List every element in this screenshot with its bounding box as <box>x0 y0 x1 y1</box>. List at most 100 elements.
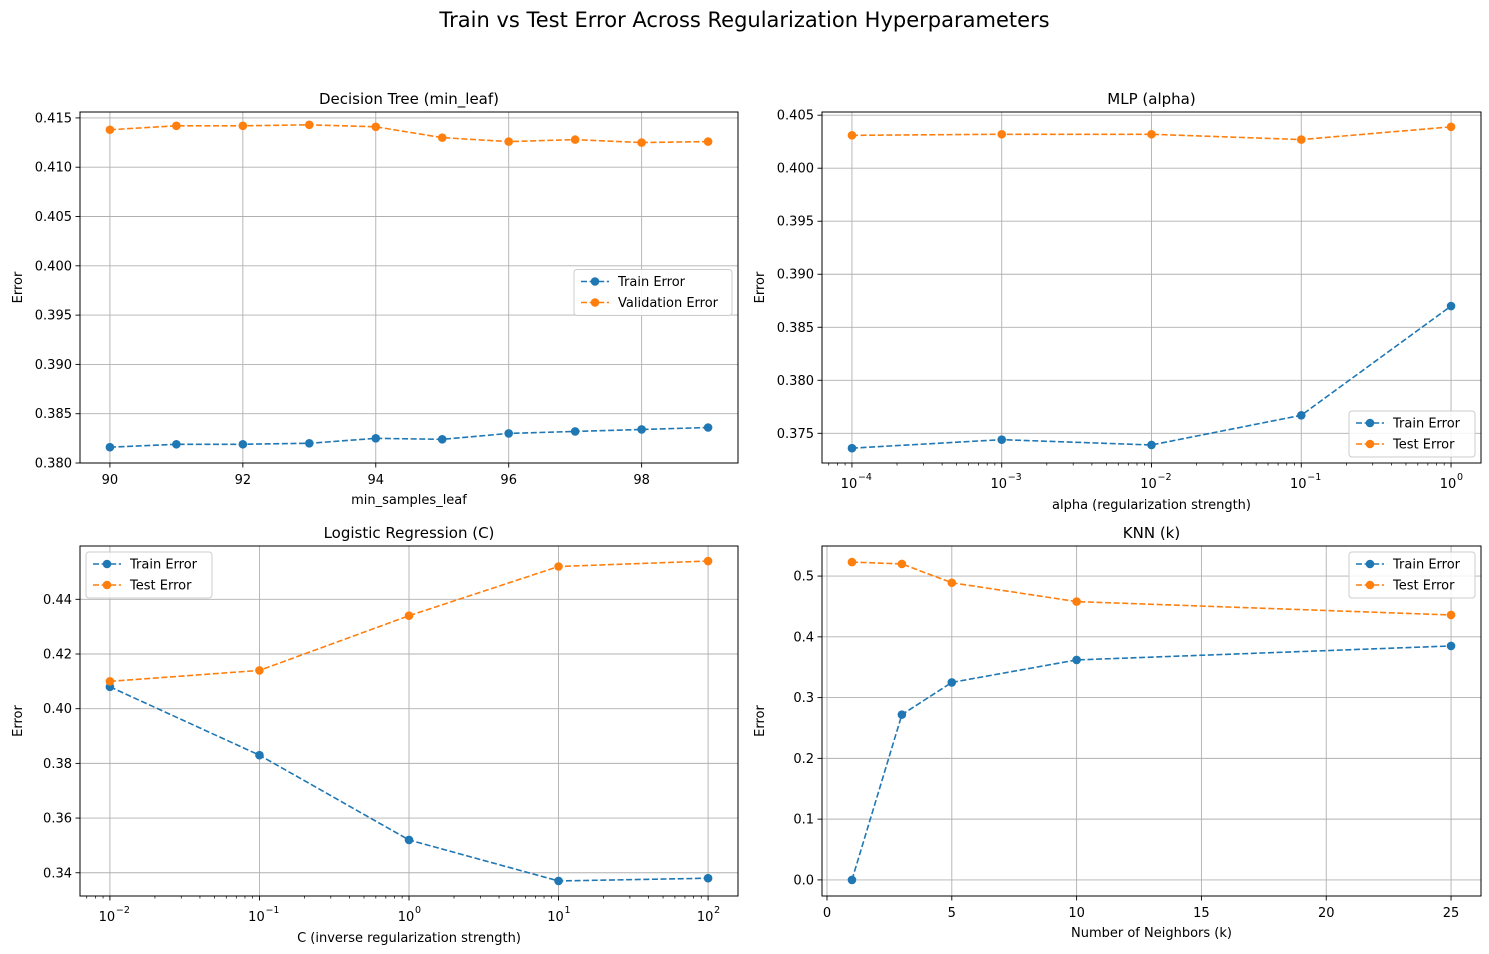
data-point <box>305 120 314 130</box>
legend-label: Train Error <box>129 558 198 573</box>
legend-label: Train Error <box>617 275 686 290</box>
x-tick-label: 10 <box>1290 477 1307 492</box>
data-point <box>554 876 563 886</box>
axes-frame <box>821 111 1482 464</box>
data-point <box>637 425 646 434</box>
data-point <box>847 443 857 453</box>
x-tick-label: 10 <box>841 477 858 492</box>
y-tick-label: 0.2 <box>793 752 814 767</box>
y-axis-label: Error <box>753 705 768 737</box>
x-tick-label: 96 <box>500 473 517 488</box>
data-point <box>504 429 513 438</box>
x-tick-label: 25 <box>1443 906 1460 921</box>
legend-label: Test Error <box>1392 438 1455 453</box>
x-tick-label-exponent: 0 <box>1457 472 1463 483</box>
data-point <box>1446 641 1456 651</box>
y-tick-label: 0.400 <box>777 162 814 177</box>
x-tick-label: 0 <box>823 906 831 921</box>
data-point <box>255 750 264 760</box>
data-point <box>897 559 907 569</box>
x-axis-label: min_samples_leaf <box>351 493 467 508</box>
x-tick-label: 94 <box>367 473 384 488</box>
data-point <box>897 710 907 719</box>
data-point <box>305 438 314 448</box>
data-point <box>703 556 713 566</box>
x-tick-label-exponent: 1 <box>565 905 571 916</box>
data-point <box>847 557 857 567</box>
data-point <box>554 562 563 571</box>
x-tick-label: 10 <box>248 910 265 925</box>
data-point <box>1446 301 1456 311</box>
legend: Train Error Validation Error <box>573 269 733 316</box>
data-point <box>1072 597 1081 606</box>
y-tick-label: 0.415 <box>35 111 72 126</box>
data-point <box>1147 129 1156 139</box>
axes-frame <box>821 545 1482 897</box>
x-tick-label-exponent: −4 <box>858 472 872 483</box>
legend: Train Error Test Error <box>1348 551 1476 599</box>
data-point <box>255 666 264 675</box>
legend-label: Train Error <box>1392 417 1461 432</box>
x-tick-label: 90 <box>102 473 119 488</box>
figure-title: Train vs Test Error Across Regularizatio… <box>439 8 1050 32</box>
x-tick-label: 10 <box>990 477 1007 492</box>
series-line-2 <box>851 126 1452 141</box>
data-point <box>105 677 115 686</box>
x-tick-label: 98 <box>633 473 650 488</box>
y-tick-label: 0.5 <box>793 570 814 585</box>
x-tick-label: 10 <box>1068 906 1085 921</box>
data-point <box>847 875 857 885</box>
data-point <box>105 442 115 452</box>
series-line-2 <box>109 124 709 144</box>
axes-frame <box>79 111 739 464</box>
data-point <box>1296 410 1306 420</box>
data-point <box>703 137 713 146</box>
legend-marker <box>1365 580 1375 590</box>
y-tick-label: 0.1 <box>793 813 814 828</box>
data-point <box>238 121 248 131</box>
x-tick-label: 5 <box>948 906 956 921</box>
legend-marker <box>590 298 600 307</box>
data-point <box>1446 610 1456 620</box>
data-point <box>105 125 115 135</box>
x-tick-label-exponent: −1 <box>1307 472 1321 483</box>
y-tick-label: 0.405 <box>777 109 814 124</box>
series-line-1 <box>851 305 1452 449</box>
legend: Train Error Test Error <box>85 551 213 599</box>
data-point <box>1072 655 1081 665</box>
y-tick-label: 0.3 <box>793 691 814 706</box>
x-tick-label: 10 <box>1440 477 1457 492</box>
legend-box <box>1348 551 1476 599</box>
data-point <box>570 135 580 144</box>
data-point <box>437 435 447 444</box>
data-point <box>371 122 381 132</box>
x-tick-label-exponent: −3 <box>1008 472 1022 483</box>
data-point <box>570 427 580 436</box>
x-axis-label: Number of Neighbors (k) <box>1071 926 1232 941</box>
x-tick-label: 10 <box>697 910 714 925</box>
legend-marker <box>1365 418 1375 428</box>
y-axis-label: Error <box>11 705 26 737</box>
x-tick-label-exponent: −2 <box>116 905 130 916</box>
chart-panel-1: 90 92 94 96 98 0.380 0.385 0.390 0.395 0.400 0.405… <box>11 90 739 508</box>
subplot-title: MLP (alpha) <box>1107 90 1195 108</box>
legend-label: Test Error <box>129 579 192 594</box>
data-point <box>997 129 1007 139</box>
data-point <box>1446 122 1456 132</box>
y-tick-label: 0.390 <box>35 358 72 373</box>
y-tick-label: 0.44 <box>43 593 72 608</box>
subplot-title: Decision Tree (min_leaf) <box>319 90 499 109</box>
y-tick-label: 0.38 <box>43 757 72 772</box>
x-axis-label: C (inverse regularization strength) <box>297 931 521 946</box>
chart-panel-2: 10 −4 10 −3 10 −2 10 −1 10 00.3750.3800.3850.3900… <box>753 90 1482 513</box>
x-tick-label: 92 <box>235 473 252 488</box>
data-point <box>504 137 513 146</box>
y-tick-label: 0.395 <box>777 215 814 230</box>
y-tick-label: 0.405 <box>35 210 72 225</box>
y-tick-label: 0.42 <box>43 648 72 663</box>
x-tick-label-exponent: 0 <box>415 905 421 916</box>
legend-marker <box>590 277 600 286</box>
legend-marker <box>1365 439 1375 449</box>
axes-frame <box>79 545 739 897</box>
